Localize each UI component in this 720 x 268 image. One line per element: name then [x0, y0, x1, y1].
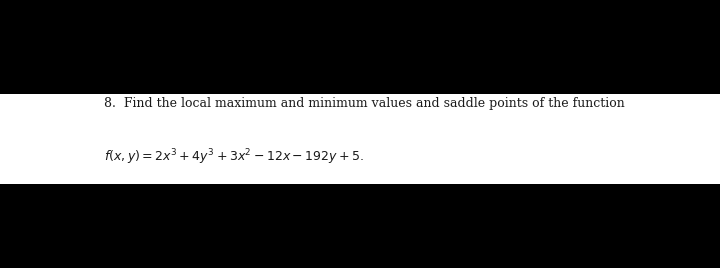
Text: 8.  Find the local maximum and minimum values and saddle points of the function: 8. Find the local maximum and minimum va…	[104, 97, 625, 110]
Text: $f(x,y) = 2x^3 +4y^3 +3x^2 -12x-192y+5.$: $f(x,y) = 2x^3 +4y^3 +3x^2 -12x-192y+5.$	[104, 147, 364, 167]
Bar	[0, 94, 720, 184]
